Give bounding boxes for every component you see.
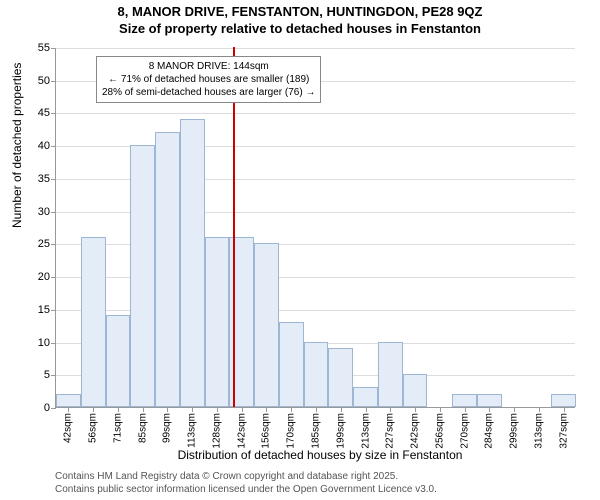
histogram-bar (403, 374, 428, 407)
histogram-bar (205, 237, 230, 407)
histogram-bar (353, 387, 378, 407)
x-tick-label: 156sqm (261, 413, 272, 449)
x-tick-mark (266, 407, 267, 412)
x-tick-mark (192, 407, 193, 412)
y-tick-mark (51, 113, 56, 114)
x-tick-label: 142sqm (236, 413, 247, 449)
x-tick-label: 213sqm (360, 413, 371, 449)
histogram-bar (81, 237, 106, 407)
y-tick-mark (51, 343, 56, 344)
x-tick-label: 242sqm (410, 413, 421, 449)
x-tick-label: 42sqm (63, 413, 74, 443)
y-tick-label: 55 (38, 42, 50, 54)
chart-container: 8, MANOR DRIVE, FENSTANTON, HUNTINGDON, … (0, 0, 600, 500)
y-tick-label: 20 (38, 271, 50, 283)
footer-line2: Contains public sector information licen… (55, 483, 437, 496)
histogram-bar (452, 394, 477, 407)
y-axis-label: Number of detached properties (10, 63, 24, 228)
x-tick-label: 327sqm (558, 413, 569, 449)
x-tick-mark (68, 407, 69, 412)
y-tick-mark (51, 375, 56, 376)
x-tick-label: 227sqm (385, 413, 396, 449)
y-tick-label: 25 (38, 238, 50, 250)
footer-line1: Contains HM Land Registry data © Crown c… (55, 470, 437, 483)
y-tick-mark (51, 244, 56, 245)
histogram-bar (551, 394, 576, 407)
annotation-box: 8 MANOR DRIVE: 144sqm ← 71% of detached … (96, 56, 321, 103)
histogram-bar (304, 342, 329, 407)
histogram-bar (477, 394, 502, 407)
title-line1: 8, MANOR DRIVE, FENSTANTON, HUNTINGDON, … (0, 4, 600, 21)
title-line2: Size of property relative to detached ho… (0, 21, 600, 38)
annotation-line3: 28% of semi-detached houses are larger (… (102, 86, 315, 99)
x-tick-mark (415, 407, 416, 412)
x-tick-mark (242, 407, 243, 412)
x-tick-mark (143, 407, 144, 412)
y-tick-label: 30 (38, 206, 50, 218)
x-tick-mark (390, 407, 391, 412)
x-tick-label: 56sqm (88, 413, 99, 443)
x-axis-label: Distribution of detached houses by size … (20, 448, 600, 462)
y-tick-label: 45 (38, 107, 50, 119)
y-tick-mark (51, 179, 56, 180)
histogram-bar (254, 243, 279, 407)
x-tick-label: 71sqm (112, 413, 123, 443)
x-tick-mark (118, 407, 119, 412)
x-tick-label: 113sqm (187, 413, 198, 448)
x-tick-mark (539, 407, 540, 412)
x-tick-mark (489, 407, 490, 412)
y-tick-label: 40 (38, 140, 50, 152)
x-tick-label: 313sqm (533, 413, 544, 449)
histogram-bar (130, 145, 155, 407)
x-tick-label: 270sqm (459, 413, 470, 449)
histogram-bar (56, 394, 81, 407)
x-tick-label: 128sqm (211, 413, 222, 449)
gridline (56, 48, 575, 49)
x-tick-label: 256sqm (434, 413, 445, 449)
y-tick-mark (51, 277, 56, 278)
y-tick-mark (51, 212, 56, 213)
x-tick-mark (93, 407, 94, 412)
chart-plot-area: 051015202530354045505542sqm56sqm71sqm85s… (55, 48, 575, 408)
x-tick-mark (217, 407, 218, 412)
x-tick-label: 170sqm (286, 413, 297, 449)
x-tick-mark (440, 407, 441, 412)
y-tick-label: 15 (38, 304, 50, 316)
x-tick-mark (514, 407, 515, 412)
y-tick-label: 50 (38, 75, 50, 87)
x-tick-label: 199sqm (335, 413, 346, 449)
histogram-bar (378, 342, 403, 407)
histogram-bar (328, 348, 353, 407)
x-tick-mark (366, 407, 367, 412)
x-tick-mark (291, 407, 292, 412)
y-tick-mark (51, 81, 56, 82)
x-tick-label: 85sqm (137, 413, 148, 443)
y-tick-label: 0 (44, 402, 50, 414)
x-tick-label: 99sqm (162, 413, 173, 443)
y-tick-label: 35 (38, 173, 50, 185)
histogram-bar (279, 322, 304, 407)
y-tick-mark (51, 408, 56, 409)
x-tick-mark (316, 407, 317, 412)
histogram-bar (106, 315, 131, 407)
x-tick-mark (167, 407, 168, 412)
histogram-bar (180, 119, 205, 407)
y-tick-label: 5 (44, 369, 50, 381)
y-tick-label: 10 (38, 337, 50, 349)
x-tick-label: 185sqm (311, 413, 322, 449)
y-tick-mark (51, 146, 56, 147)
footer-attribution: Contains HM Land Registry data © Crown c… (55, 470, 437, 496)
y-tick-mark (51, 48, 56, 49)
x-tick-label: 284sqm (484, 413, 495, 449)
histogram-bar (155, 132, 180, 407)
gridline (56, 113, 575, 114)
x-tick-label: 299sqm (509, 413, 520, 449)
y-tick-mark (51, 310, 56, 311)
x-tick-mark (465, 407, 466, 412)
x-tick-mark (564, 407, 565, 412)
x-tick-mark (341, 407, 342, 412)
annotation-line2: ← 71% of detached houses are smaller (18… (102, 73, 315, 86)
title-block: 8, MANOR DRIVE, FENSTANTON, HUNTINGDON, … (0, 0, 600, 38)
annotation-line1: 8 MANOR DRIVE: 144sqm (102, 60, 315, 73)
